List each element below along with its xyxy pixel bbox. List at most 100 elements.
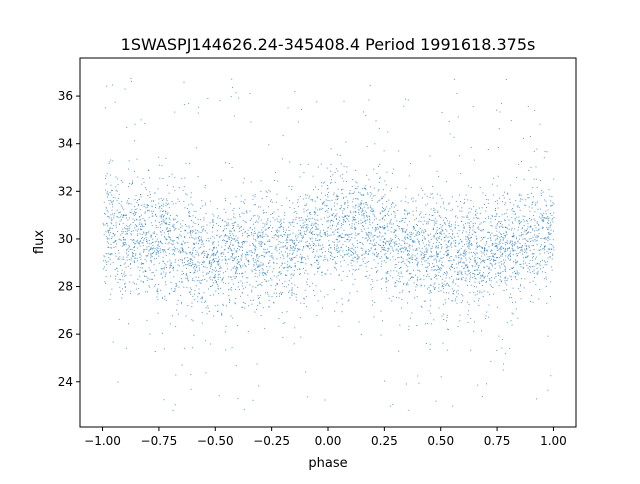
data-point (542, 248, 544, 250)
data-point (320, 235, 321, 237)
data-point (136, 241, 138, 243)
data-point (248, 263, 250, 265)
data-point (362, 249, 364, 251)
data-point (283, 228, 285, 230)
data-point (160, 231, 162, 233)
data-point (546, 217, 548, 219)
data-point (419, 271, 421, 273)
data-point (228, 230, 230, 232)
data-point (148, 267, 150, 269)
data-point (396, 186, 398, 188)
data-point (352, 206, 354, 208)
data-point (254, 230, 256, 232)
data-point (198, 231, 200, 233)
data-point (441, 315, 443, 317)
data-point (484, 244, 486, 246)
data-point (446, 245, 448, 247)
data-point (121, 214, 123, 216)
data-point (201, 296, 203, 298)
data-point (289, 161, 291, 163)
data-point (363, 212, 365, 214)
data-point (299, 196, 301, 197)
data-point (347, 234, 348, 236)
data-point (505, 235, 507, 236)
data-point (351, 265, 353, 267)
data-point (271, 254, 273, 256)
data-point (300, 232, 302, 234)
data-point (383, 241, 385, 243)
data-point (157, 244, 159, 246)
data-point (265, 252, 267, 254)
data-point (180, 231, 182, 232)
data-point (128, 229, 130, 231)
data-point (183, 104, 185, 106)
data-point (109, 253, 111, 255)
data-point (459, 314, 461, 316)
data-point (529, 249, 531, 251)
data-point (133, 239, 135, 241)
data-point (392, 277, 394, 279)
data-point (312, 175, 314, 177)
data-point (202, 261, 203, 263)
data-point (161, 249, 163, 251)
data-point (255, 269, 257, 271)
data-point (408, 261, 410, 263)
data-point (548, 233, 550, 235)
data-point (518, 194, 520, 196)
data-point (232, 260, 234, 262)
data-point (160, 252, 162, 254)
data-point (379, 239, 381, 241)
data-point (116, 267, 118, 269)
data-point (515, 301, 516, 303)
data-point (270, 285, 272, 287)
data-point (422, 257, 424, 258)
data-point (489, 262, 491, 264)
data-point (131, 240, 133, 242)
data-point (160, 289, 162, 291)
data-point (235, 240, 236, 242)
data-point (160, 273, 162, 275)
data-point (152, 271, 154, 273)
data-point (222, 282, 224, 284)
data-point (114, 253, 116, 255)
data-point (442, 203, 444, 205)
data-point (532, 187, 534, 189)
data-point (411, 245, 413, 247)
data-point (379, 232, 381, 234)
data-point (499, 265, 501, 267)
data-point (519, 291, 521, 292)
data-point (409, 244, 411, 246)
data-point (375, 218, 377, 220)
data-point (509, 268, 511, 270)
data-point (473, 217, 475, 219)
data-point (318, 239, 320, 241)
data-point (227, 238, 229, 240)
data-point (352, 192, 354, 194)
data-point (418, 242, 420, 244)
data-point (284, 234, 286, 236)
data-point (362, 258, 364, 260)
data-point (362, 261, 364, 262)
data-point (393, 242, 395, 244)
data-point (258, 235, 260, 237)
data-point (189, 215, 191, 217)
data-point (268, 251, 270, 253)
data-point (465, 280, 467, 282)
data-point (371, 300, 373, 302)
data-point (249, 227, 251, 229)
data-point (455, 221, 456, 223)
data-point (138, 216, 140, 218)
data-point (379, 212, 381, 214)
data-point (462, 254, 464, 256)
data-point (286, 236, 288, 238)
data-point (378, 127, 380, 129)
data-point (201, 311, 203, 313)
data-point (414, 255, 416, 257)
data-point (131, 183, 133, 185)
data-point (149, 243, 151, 245)
data-point (149, 191, 151, 193)
data-point (388, 241, 390, 243)
data-point (214, 277, 216, 279)
data-point (503, 251, 505, 253)
data-point (269, 224, 271, 226)
